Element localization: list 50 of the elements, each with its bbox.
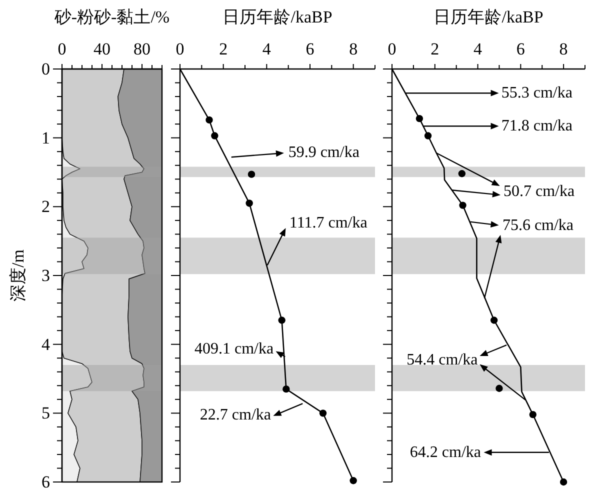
point: [416, 114, 424, 122]
point: [319, 410, 327, 417]
annotation: 409.1 cm/ka: [194, 340, 274, 358]
y-tick-label: 1: [42, 128, 50, 148]
x-tick-label: 0: [388, 40, 396, 58]
x-tick-label: 8: [559, 40, 568, 58]
point: [350, 477, 357, 484]
annotation: 71.8 cm/ka: [501, 118, 572, 135]
point: [458, 170, 466, 178]
point: [560, 478, 568, 486]
point: [459, 202, 466, 209]
annotation: 75.6 cm/ka: [502, 216, 574, 234]
y-tick-label: 4: [42, 334, 50, 354]
point: [496, 384, 503, 392]
x-axis-title: 砂-粉砂-黏土/%: [53, 8, 170, 26]
point: [246, 200, 253, 207]
annotation: 59.9 cm/ka: [288, 144, 360, 161]
point: [211, 132, 218, 140]
y-tick-label: 6: [42, 472, 50, 492]
annotation: 54.4 cm/ka: [406, 352, 478, 369]
x-tick-label: 4: [474, 40, 483, 58]
annotation: 55.3 cm/ka: [501, 84, 572, 102]
annotation: 64.2 cm/ka: [410, 444, 481, 461]
point: [278, 316, 286, 324]
annotation: 50.7 cm/ka: [504, 183, 575, 200]
point: [529, 410, 536, 418]
x-tick-label: 6: [516, 40, 525, 58]
annotation: 111.7 cm/ka: [289, 214, 368, 232]
x-tick-label: 8: [349, 40, 358, 58]
point: [424, 132, 432, 140]
y-tick-label: 5: [42, 404, 50, 423]
x-tick-label: 40: [94, 40, 110, 58]
y-axis-title: 深度/m: [8, 250, 28, 302]
y-tick-label: 3: [42, 266, 50, 285]
x-axis-title: 日历年龄/kaBP: [434, 8, 544, 26]
x-tick-label: 0: [176, 40, 184, 58]
x-tick-label: 2: [219, 40, 228, 58]
annotation: 22.7 cm/ka: [200, 406, 271, 424]
x-tick-label: 6: [306, 40, 314, 58]
point: [248, 170, 256, 178]
x-tick-label: 4: [262, 40, 272, 58]
x-axis-title: 日历年龄/kaBP: [222, 8, 332, 26]
x-tick-label: 2: [430, 40, 440, 58]
x-tick-label: 80: [134, 40, 150, 58]
point: [282, 385, 290, 393]
point: [206, 116, 213, 124]
y-tick-label: 0: [42, 60, 50, 78]
point: [490, 316, 498, 324]
y-tick-label: 2: [42, 197, 50, 216]
x-tick-label: 0: [58, 40, 66, 58]
